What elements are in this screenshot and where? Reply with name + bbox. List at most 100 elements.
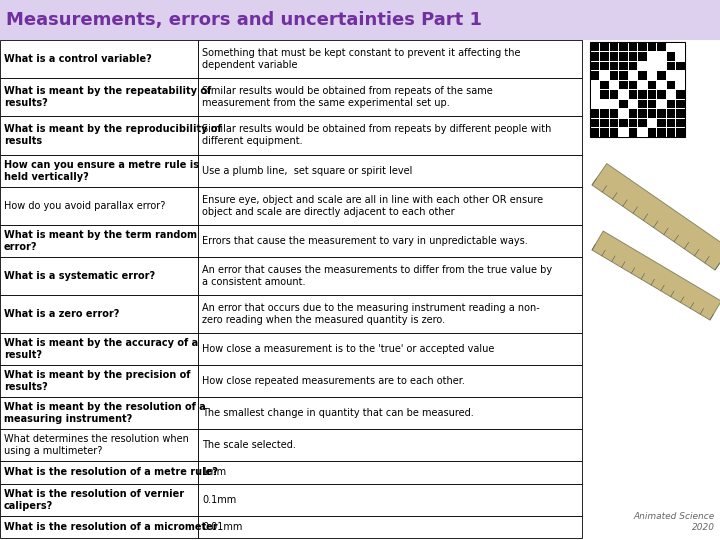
Text: Similar results would be obtained from repeats of the same
measurement from the : Similar results would be obtained from r… xyxy=(202,86,492,108)
Bar xyxy=(590,109,599,118)
Bar xyxy=(0,397,198,429)
Bar xyxy=(610,52,618,60)
Bar xyxy=(676,99,685,108)
Bar xyxy=(676,43,685,51)
Bar xyxy=(610,118,618,127)
Text: An error that occurs due to the measuring instrument reading a non-
zero reading: An error that occurs due to the measurin… xyxy=(202,303,540,325)
Bar xyxy=(0,116,198,154)
Bar xyxy=(610,43,618,51)
Bar xyxy=(629,109,637,118)
Text: Use a plumb line,  set square or spirit level: Use a plumb line, set square or spirit l… xyxy=(202,166,413,176)
Bar xyxy=(600,71,608,79)
Bar xyxy=(198,295,582,333)
Bar xyxy=(590,52,599,60)
Text: What is the resolution of a micrometer: What is the resolution of a micrometer xyxy=(4,522,217,532)
Bar xyxy=(647,52,656,60)
Text: Errors that cause the measurement to vary in unpredictable ways.: Errors that cause the measurement to var… xyxy=(202,236,528,246)
Text: How close a measurement is to the 'true' or accepted value: How close a measurement is to the 'true'… xyxy=(202,344,495,354)
Bar xyxy=(667,109,675,118)
Bar xyxy=(629,99,637,108)
Bar xyxy=(590,43,599,51)
Text: The smallest change in quantity that can be measured.: The smallest change in quantity that can… xyxy=(202,408,474,418)
Bar xyxy=(647,43,656,51)
Bar xyxy=(667,90,675,98)
Bar xyxy=(629,90,637,98)
Bar xyxy=(198,225,582,256)
Text: What is meant by the term random
error?: What is meant by the term random error? xyxy=(4,230,197,252)
Text: The scale selected.: The scale selected. xyxy=(202,440,296,450)
Bar xyxy=(198,256,582,295)
Bar xyxy=(657,128,665,137)
Bar xyxy=(198,154,582,186)
Bar xyxy=(590,128,599,137)
Bar xyxy=(667,71,675,79)
Bar xyxy=(590,80,599,89)
Bar xyxy=(590,42,685,137)
Bar xyxy=(638,90,647,98)
Bar xyxy=(667,52,675,60)
Text: 0.1mm: 0.1mm xyxy=(202,495,236,504)
Text: Animated Science
2020: Animated Science 2020 xyxy=(634,512,715,532)
Bar xyxy=(647,90,656,98)
Bar xyxy=(610,71,618,79)
Bar xyxy=(667,62,675,70)
Bar xyxy=(638,99,647,108)
Bar xyxy=(198,186,582,225)
Bar xyxy=(657,109,665,118)
Text: An error that causes the measurements to differ from the true value by
a consist: An error that causes the measurements to… xyxy=(202,265,552,287)
Polygon shape xyxy=(592,164,720,270)
Bar xyxy=(0,225,198,256)
Bar xyxy=(619,118,628,127)
Text: What is the resolution of a metre rule?: What is the resolution of a metre rule? xyxy=(4,467,218,477)
Bar xyxy=(198,116,582,154)
Bar xyxy=(657,62,665,70)
Text: What is meant by the accuracy of a
result?: What is meant by the accuracy of a resul… xyxy=(4,338,198,360)
Bar xyxy=(610,109,618,118)
Bar xyxy=(638,52,647,60)
Bar xyxy=(0,78,198,116)
Text: What is meant by the resolution of a
measuring instrument?: What is meant by the resolution of a mea… xyxy=(4,402,206,424)
Bar xyxy=(638,62,647,70)
Text: What is a systematic error?: What is a systematic error? xyxy=(4,271,155,281)
Bar xyxy=(198,333,582,365)
Text: Measurements, errors and uncertainties Part 1: Measurements, errors and uncertainties P… xyxy=(6,11,482,29)
Bar xyxy=(676,71,685,79)
Bar xyxy=(600,90,608,98)
Bar xyxy=(629,118,637,127)
Bar xyxy=(667,99,675,108)
Bar xyxy=(667,43,675,51)
Bar xyxy=(619,109,628,118)
Text: How close repeated measurements are to each other.: How close repeated measurements are to e… xyxy=(202,376,465,386)
Bar xyxy=(590,99,599,108)
Bar xyxy=(667,128,675,137)
Text: Similar results would be obtained from repeats by different people with
differen: Similar results would be obtained from r… xyxy=(202,124,552,146)
Bar xyxy=(0,186,198,225)
Text: What is meant by the precision of
results?: What is meant by the precision of result… xyxy=(4,370,191,392)
Bar xyxy=(198,461,582,483)
Bar xyxy=(0,0,720,40)
Bar xyxy=(619,71,628,79)
Text: How do you avoid parallax error?: How do you avoid parallax error? xyxy=(4,201,166,211)
Text: Ensure eye, object and scale are all in line with each other OR ensure
object an: Ensure eye, object and scale are all in … xyxy=(202,194,543,217)
Text: What is the resolution of vernier
calipers?: What is the resolution of vernier calipe… xyxy=(4,489,184,510)
Bar xyxy=(667,80,675,89)
Bar xyxy=(638,118,647,127)
Bar xyxy=(647,109,656,118)
Bar xyxy=(676,118,685,127)
Bar xyxy=(647,128,656,137)
Bar xyxy=(600,80,608,89)
Bar xyxy=(638,71,647,79)
Text: What is a zero error?: What is a zero error? xyxy=(4,309,120,319)
Polygon shape xyxy=(592,231,720,320)
Bar xyxy=(600,62,608,70)
Bar xyxy=(600,43,608,51)
Bar xyxy=(676,109,685,118)
Bar xyxy=(610,90,618,98)
Bar xyxy=(619,62,628,70)
Bar xyxy=(676,52,685,60)
Bar xyxy=(590,62,599,70)
Bar xyxy=(657,80,665,89)
Bar xyxy=(676,80,685,89)
Bar xyxy=(0,429,198,461)
Bar xyxy=(638,109,647,118)
